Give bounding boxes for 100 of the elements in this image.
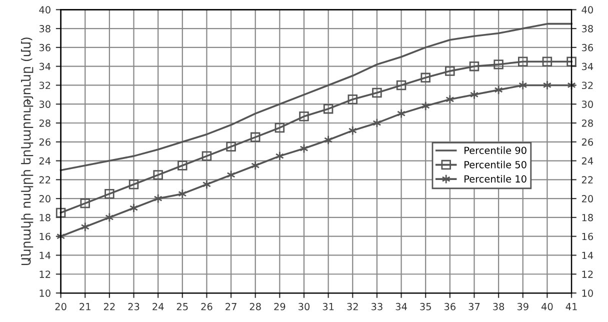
- point: [202, 151, 212, 161]
- point: [202, 180, 212, 190]
- y-tick-label: 26: [39, 138, 50, 146]
- point: [421, 101, 430, 111]
- x-tick-label: 21: [80, 302, 90, 310]
- point: [178, 188, 187, 199]
- y-axis-title: Անրակի ոսկրի երկարությունը (մմ): [21, 38, 34, 266]
- point: [372, 88, 382, 98]
- y-tick-label: 16: [40, 232, 50, 240]
- point: [420, 72, 430, 83]
- point: [153, 170, 163, 180]
- x-tick-label: 34: [396, 302, 407, 310]
- point: [348, 94, 358, 104]
- y-tick-label: 10: [40, 290, 50, 297]
- x-tick-label: 20: [55, 302, 66, 310]
- y2-tick-label: 10: [582, 290, 593, 297]
- y2-tick-label: 32: [582, 82, 593, 90]
- point: [154, 194, 162, 204]
- point: [469, 61, 480, 72]
- point: [542, 56, 552, 66]
- legend-label: Percentile 10: [464, 175, 526, 183]
- x-tick-label: 24: [152, 302, 164, 310]
- x-tick-label: 31: [322, 302, 334, 310]
- y-tick-label: 14: [40, 252, 51, 259]
- point: [56, 208, 66, 218]
- point: [323, 104, 334, 114]
- legend-label: Percentile 50: [464, 160, 526, 168]
- y-tick-label: 38: [39, 25, 50, 32]
- y2-tick-label: 30: [582, 100, 593, 108]
- point: [396, 80, 406, 90]
- y-tick-label: 12: [40, 270, 50, 278]
- x-tick-label: 33: [372, 302, 382, 310]
- point: [250, 132, 260, 142]
- x-tick-label: 25: [176, 302, 188, 310]
- point: [542, 80, 552, 90]
- y2-tick-label: 38: [582, 25, 593, 32]
- y-tick-label: 18: [40, 214, 50, 222]
- y-tick-label: 22: [39, 176, 50, 184]
- y-tick-label: 40: [39, 6, 50, 14]
- x-tick-label: 29: [274, 302, 286, 310]
- point: [300, 144, 308, 154]
- point: [299, 112, 309, 122]
- y2-tick-label: 14: [582, 252, 594, 259]
- x-tick-label: 40: [541, 302, 553, 310]
- y2-tick-label: 24: [582, 157, 594, 164]
- x-tick-label: 27: [226, 302, 236, 310]
- point: [494, 60, 504, 70]
- point: [518, 56, 528, 66]
- point: [566, 56, 576, 66]
- point: [80, 198, 90, 208]
- y-tick-label: 34: [39, 62, 51, 70]
- y2-tick-label: 36: [582, 44, 593, 52]
- y-tick-label: 24: [39, 157, 51, 164]
- point: [128, 180, 139, 190]
- x-tick-label: 38: [493, 302, 504, 310]
- point: [251, 160, 260, 170]
- point: [396, 108, 406, 118]
- point: [324, 135, 333, 145]
- y2-tick-label: 34: [582, 62, 594, 70]
- y2-tick-label: 16: [582, 232, 593, 240]
- legend-label: Percentile 90: [464, 146, 526, 154]
- point: [129, 203, 138, 213]
- point: [226, 142, 236, 152]
- x-tick-label: 23: [128, 302, 140, 310]
- point: [494, 85, 503, 95]
- point: [104, 188, 114, 199]
- point: [445, 66, 455, 76]
- point: [226, 170, 236, 180]
- point: [56, 231, 66, 242]
- y-tick-label: 36: [39, 44, 50, 52]
- point: [274, 122, 285, 133]
- x-tick-label: 28: [250, 302, 261, 310]
- y2-tick-label: 12: [582, 270, 593, 278]
- y2-tick-label: 40: [582, 6, 593, 14]
- y2-tick-label: 22: [582, 176, 593, 184]
- x-tick-label: 32: [347, 302, 358, 310]
- point: [518, 80, 528, 90]
- y2-tick-label: 28: [582, 119, 593, 127]
- point: [275, 151, 284, 161]
- x-tick-label: 35: [420, 302, 431, 310]
- y-tick-label: 32: [39, 82, 50, 90]
- point: [105, 212, 114, 222]
- point: [470, 90, 479, 100]
- x-tick-label: 37: [468, 302, 480, 310]
- x-tick-label: 41: [566, 303, 577, 310]
- y-tick-label: 28: [39, 119, 50, 127]
- y-tick-label: 20: [39, 195, 50, 202]
- x-tick-label: 36: [444, 302, 456, 310]
- point: [178, 160, 188, 170]
- point: [348, 126, 357, 136]
- y-tick-label: 30: [39, 100, 50, 108]
- point: [446, 94, 454, 104]
- point: [80, 222, 90, 232]
- line-series: [60, 22, 572, 172]
- x-tick-label: 39: [517, 302, 528, 310]
- x-tick-label: 22: [104, 302, 115, 310]
- y2-tick-label: 18: [582, 214, 593, 222]
- y2-tick-label: 20: [582, 195, 593, 202]
- x-tick-label: 30: [298, 302, 310, 310]
- point: [567, 80, 576, 90]
